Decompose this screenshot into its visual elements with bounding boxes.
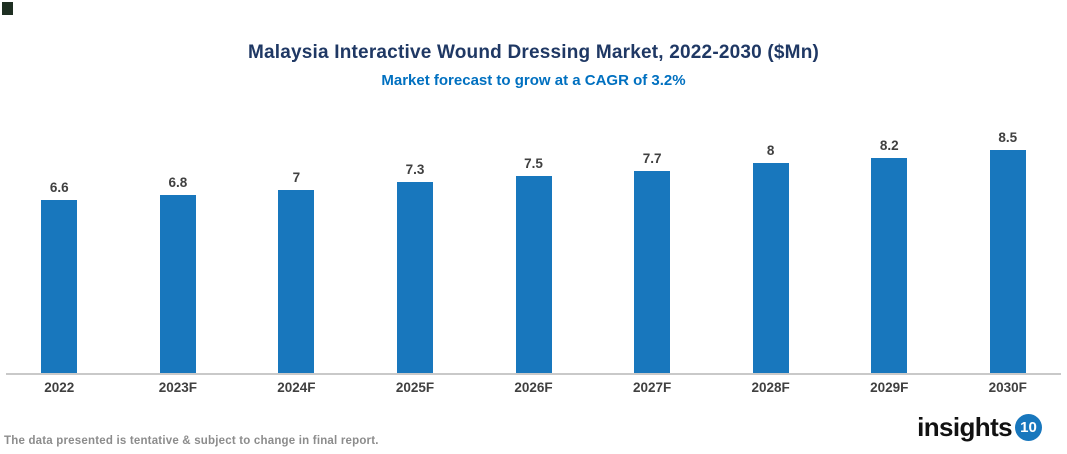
bar-column: 6.8: [119, 175, 238, 373]
x-axis-line: [6, 373, 1061, 375]
x-axis-label: 2030F: [988, 380, 1027, 395]
bar-value-label: 6.8: [168, 175, 188, 190]
insights10-logo: insights 10: [917, 412, 1042, 443]
bar: [396, 182, 433, 373]
bar-value-label: 7.5: [524, 156, 543, 171]
bar-value-label: 7: [292, 170, 301, 185]
x-axis-label: 2025F: [395, 380, 435, 395]
x-axis-label: 2028F: [751, 380, 790, 395]
bar-column: 7.7: [593, 151, 712, 373]
bar-value-label: 8.2: [879, 138, 899, 153]
bar-column: 8.2: [830, 138, 949, 373]
x-axis-label: 2023F: [158, 380, 197, 395]
logo-badge-circle: 10: [1015, 414, 1042, 441]
bar-value-label: 6.6: [49, 180, 69, 195]
bar-column: 8: [711, 143, 830, 373]
bar-plot-area: 6.6 6.8 7 7.3 7.5 7.7 8 8.2 8.5: [0, 130, 1067, 373]
x-axis-label: 2027F: [632, 380, 672, 395]
bar-column: 7.3: [356, 162, 475, 373]
x-axis-label: 2026F: [514, 380, 553, 395]
x-axis-labels: 2022 2023F 2024F 2025F 2026F 2027F 2028F 2029F 2…: [0, 380, 1067, 395]
bar-value-label: 7.7: [642, 151, 662, 166]
x-axis-label: 2024F: [277, 380, 316, 395]
bar: [278, 190, 315, 373]
bar: [159, 195, 196, 373]
bar: [989, 150, 1026, 373]
chart-header: Malaysia Interactive Wound Dressing Mark…: [0, 42, 1067, 89]
x-axis-label: 2022: [44, 380, 75, 395]
disclaimer-text: The data presented is tentative & subjec…: [4, 435, 379, 447]
bar-column: 7: [237, 170, 356, 373]
bar-column: 7.5: [474, 156, 593, 373]
bar: [752, 163, 789, 373]
bar-value-label: 7.3: [405, 162, 425, 177]
x-axis-label: 2029F: [870, 380, 909, 395]
chart-title: Malaysia Interactive Wound Dressing Mark…: [247, 42, 820, 63]
bar: [41, 200, 78, 373]
logo-wordmark: insights: [917, 412, 1012, 442]
bar-column: 8.5: [949, 130, 1067, 373]
bar-value-label: 8: [766, 143, 775, 158]
bar-value-label: 8.5: [998, 130, 1018, 145]
bar-column: 6.6: [0, 180, 119, 373]
chart-subtitle: Market forecast to grow at a CAGR of 3.2…: [381, 72, 686, 89]
bar: [515, 176, 552, 373]
corner-mark: [2, 2, 13, 15]
bar: [634, 171, 671, 373]
bar: [871, 158, 908, 373]
